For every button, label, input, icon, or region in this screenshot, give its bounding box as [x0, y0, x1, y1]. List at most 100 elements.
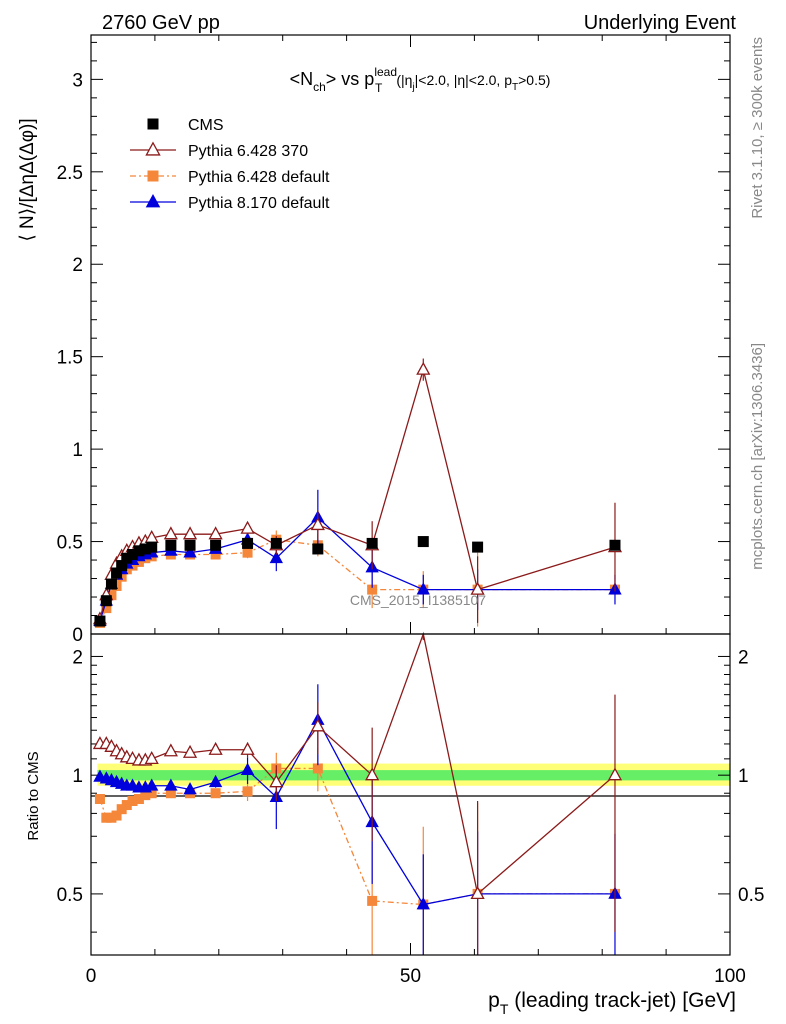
- data-point: [184, 539, 196, 551]
- data-point: [367, 584, 378, 595]
- data-point: [470, 581, 485, 595]
- y-tick-label: 1: [72, 440, 83, 461]
- data-point: [111, 810, 122, 821]
- legend-marker: [147, 118, 159, 130]
- y-tick-label: 0: [72, 625, 83, 646]
- ratio-y-tick-label: 0.5: [57, 885, 83, 906]
- data-point: [210, 788, 221, 799]
- data-point: [208, 526, 223, 540]
- legend-item: Pythia 6.428 default: [130, 169, 330, 186]
- x-tick-label: 50: [400, 966, 421, 987]
- data-point: [121, 800, 132, 811]
- header-left: 2760 GeV pp: [102, 12, 220, 34]
- y-axis-label-ratio: Ratio to CMS: [25, 751, 42, 840]
- data-point: [139, 543, 151, 555]
- data-point: [111, 567, 123, 579]
- y-tick-label: 2: [72, 255, 83, 276]
- data-point: [116, 560, 128, 572]
- legend-label: Pythia 6.428 370: [188, 143, 308, 160]
- ratio-y-tick-label-right: 1: [738, 766, 749, 787]
- data-point: [366, 537, 378, 549]
- data-point: [183, 782, 197, 795]
- main-panel-ticks: 0 0.5 1 1.5 2 2.5 3: [57, 35, 731, 646]
- side-text-bottom: mcplots.cern.ch [arXiv:1306.3436]: [749, 343, 766, 570]
- data-point: [210, 539, 222, 551]
- data-point: [240, 762, 255, 776]
- legend-label: Pythia 8.170 default: [188, 195, 330, 212]
- data-point: [121, 552, 133, 564]
- series-pythia-6-428-370: [92, 358, 623, 625]
- ratio-y-tick-label-right: 2: [738, 647, 749, 668]
- ratio-uncertainty-band: [97, 763, 730, 786]
- x-axis-label: pT (leading track-jet) [GeV]: [488, 989, 736, 1017]
- ratio-y-tick-label: 1: [72, 766, 83, 787]
- main-panel: 0 0.5 1 1.5 2 2.5 3 <Nch> vs plead T (|ηj|<2.0, …: [17, 34, 731, 646]
- y-tick-label: 3: [72, 70, 83, 91]
- data-point: [416, 582, 430, 595]
- legend-label: CMS: [188, 117, 224, 134]
- series-line: [99, 539, 615, 624]
- data-point: [310, 718, 325, 732]
- data-point: [101, 603, 112, 614]
- ratio-y-tick-label-right: 0.5: [738, 885, 764, 906]
- legend-marker: [145, 141, 161, 156]
- x-tick-label: 0: [86, 966, 97, 987]
- series-cms: [94, 536, 621, 627]
- data-point: [165, 788, 176, 799]
- data-point: [146, 541, 158, 553]
- data-point: [133, 556, 144, 567]
- y-tick-label: 0.5: [57, 533, 83, 554]
- data-point: [240, 520, 255, 534]
- data-point: [106, 590, 117, 601]
- data-point: [607, 767, 623, 781]
- legend-item: Pythia 8.170 default: [130, 194, 330, 212]
- data-point: [163, 743, 178, 757]
- y-axis-label-main: ⟨ N⟩/[ΔηΔ(Δφ)]: [17, 118, 38, 241]
- data-point: [133, 545, 145, 557]
- data-point: [242, 537, 254, 549]
- data-point: [182, 744, 198, 758]
- legend-marker: [145, 194, 161, 208]
- y-tick-label: 1.5: [57, 348, 83, 369]
- data-point: [94, 615, 106, 627]
- legend-label: Pythia 6.428 default: [188, 169, 330, 186]
- legend-marker: [147, 170, 159, 182]
- data-point: [116, 804, 127, 815]
- data-point: [105, 578, 117, 590]
- data-point: [146, 788, 157, 799]
- data-point: [210, 549, 221, 560]
- data-point: [470, 886, 485, 900]
- data-point: [367, 895, 378, 906]
- data-point: [270, 537, 282, 549]
- data-point: [312, 763, 323, 774]
- series-line: [99, 767, 615, 906]
- data-point: [269, 774, 284, 788]
- series-line: [99, 718, 615, 906]
- data-point: [144, 750, 159, 764]
- data-point: [416, 897, 430, 910]
- data-point: [416, 361, 431, 375]
- watermark: CMS_2015_I1385107: [350, 592, 486, 608]
- data-point: [127, 796, 138, 807]
- chart-title: <Nch> vs plead T (|ηj|<2.0, |η|<2.0, pT>0.…: [290, 65, 551, 95]
- ratio-band-1sigma: [97, 770, 730, 781]
- data-point: [94, 794, 105, 805]
- data-point: [240, 741, 255, 755]
- series-line: [99, 367, 616, 620]
- data-point: [183, 545, 197, 558]
- header-right: Underlying Event: [584, 12, 737, 34]
- ratio-y-tick-label: 2: [72, 647, 83, 668]
- data-point: [417, 536, 429, 548]
- data-point: [365, 767, 380, 781]
- data-point: [127, 549, 139, 561]
- data-point: [310, 517, 325, 531]
- data-point: [609, 539, 621, 551]
- data-point: [242, 547, 253, 558]
- series-pythia-8-170-default: [93, 684, 622, 955]
- data-point: [208, 774, 223, 788]
- series-pythia-6-428-370: [92, 631, 623, 955]
- legend-item: CMS: [147, 117, 224, 134]
- legend-item: Pythia 6.428 370: [130, 141, 308, 160]
- data-point: [145, 778, 159, 791]
